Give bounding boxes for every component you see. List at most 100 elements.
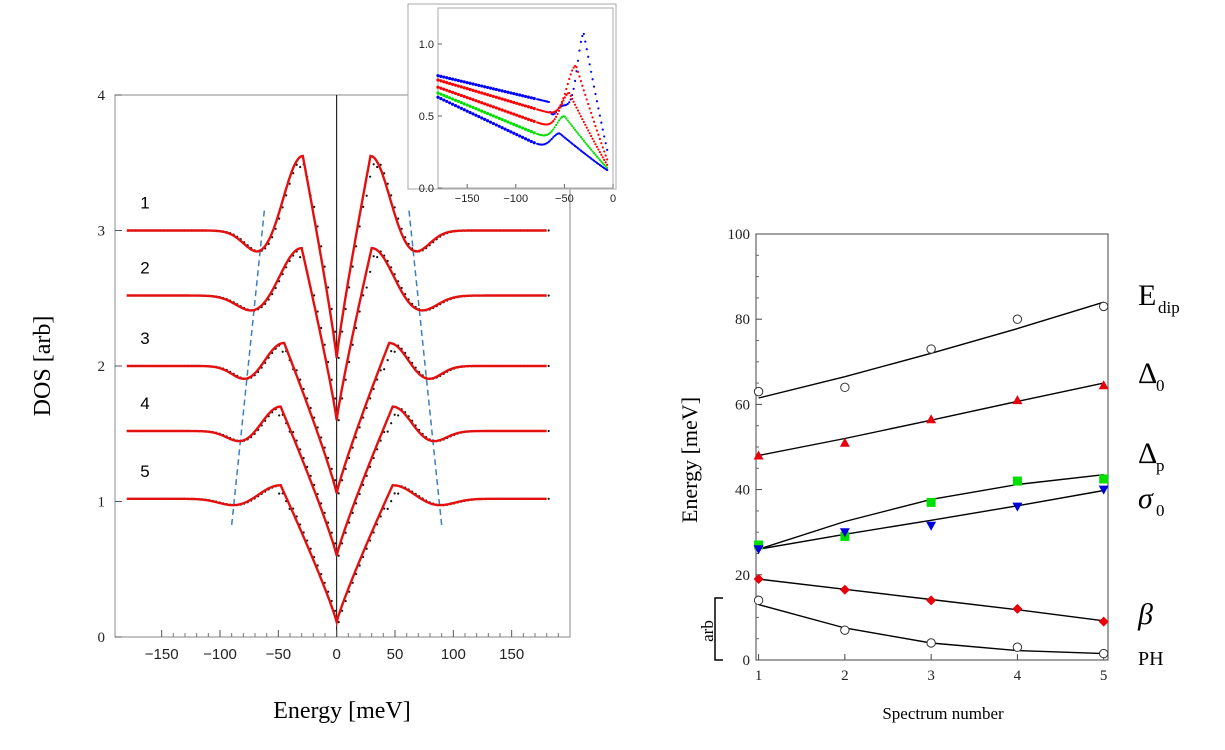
main-data-point-series-1: [285, 194, 288, 197]
main-data-point-series-1: [355, 245, 358, 248]
inset-point-s1: [503, 89, 507, 94]
inset-point-s3: [587, 129, 590, 132]
inset-point-s3: [488, 104, 493, 108]
inset-point-s2: [566, 82, 569, 86]
marker-Delta_0: [1012, 395, 1023, 405]
main-data-point-series-2: [299, 256, 302, 259]
marker-sigma_0: [1098, 485, 1109, 495]
inset-point-s4: [569, 123, 572, 126]
inset-point-s3: [603, 158, 606, 161]
inset-point-s5: [571, 142, 574, 145]
inset-point-s1: [477, 83, 481, 87]
legend-subscript-Delta_p: p: [1156, 456, 1165, 475]
inset-point-s3: [442, 87, 446, 91]
inset-point-s1: [497, 88, 501, 92]
inset-point-s1: [512, 92, 516, 96]
inset-point-s1: [459, 79, 463, 83]
inset-point-s4: [575, 130, 578, 133]
inset-point-s2: [588, 107, 591, 110]
inset-point-s2: [590, 111, 593, 115]
inset-point-s2: [468, 87, 472, 92]
inset-point-s3: [456, 92, 461, 97]
inset-point-s3: [523, 116, 528, 120]
legend-label-Delta_0: Δ: [1138, 357, 1157, 390]
inset-point-s1: [606, 148, 609, 151]
inset-point-s3: [606, 163, 609, 166]
legend-label-Delta_p: Δ: [1138, 437, 1157, 470]
inset-point-s1: [585, 48, 588, 51]
inset-point-s2: [594, 125, 597, 128]
inset-point-s3: [503, 109, 507, 113]
inset-point-s1: [474, 83, 478, 87]
inset-point-s2: [465, 87, 469, 91]
inset-point-s3: [588, 132, 591, 135]
main-data-point-series-1: [547, 229, 550, 232]
main-data-point-series-3: [344, 467, 347, 470]
main-data-point-series-1: [316, 225, 319, 228]
inset-point-s1: [483, 85, 487, 89]
inset-point-s1: [601, 128, 604, 131]
inset-point-s4: [578, 134, 581, 137]
main-data-point-series-3: [386, 359, 389, 362]
inset-point-s3: [526, 117, 531, 121]
inset-point-s4: [523, 127, 528, 131]
inset-point-s1: [591, 78, 594, 81]
inset-point-s5: [547, 140, 550, 143]
inset-point-s2: [604, 154, 607, 157]
main-data-point-series-2: [320, 326, 323, 330]
inset-point-s3: [594, 143, 597, 146]
inset-point-s1: [523, 94, 528, 99]
inset-point-s3: [491, 105, 496, 109]
marker-Delta_0: [926, 414, 937, 424]
inset-point-s2: [474, 89, 478, 93]
inset-point-s1: [584, 40, 587, 43]
inset-point-s5: [549, 139, 552, 142]
inset-point-s4: [459, 101, 463, 105]
inset-point-s3: [576, 109, 580, 112]
inset-point-s1: [515, 92, 519, 96]
right-plot-frame: [755, 233, 1109, 661]
inset-point-s3: [573, 103, 577, 106]
main-data-point-series-4: [337, 554, 340, 557]
right-y-tick-label: 60: [735, 397, 750, 413]
inset-point-s1: [553, 112, 556, 115]
legend-subscript-sigma_0: 0: [1156, 501, 1165, 520]
inset-point-s2: [571, 69, 574, 72]
main-data-point-series-3: [334, 479, 337, 482]
inset-point-s5: [448, 101, 452, 105]
inset-point-s1: [568, 101, 571, 104]
inset-point-s4: [468, 104, 472, 108]
inset-point-s2: [506, 99, 510, 103]
right-y-tick-label: 40: [735, 483, 750, 499]
inset-point-s3: [592, 140, 596, 143]
inset-point-s3: [439, 86, 443, 90]
main-data-point-series-4: [393, 413, 396, 416]
legend-label-ph: PH: [1138, 648, 1164, 670]
inset-point-s1: [488, 86, 493, 90]
marker-PH: [926, 638, 936, 648]
inset-point-s2: [595, 129, 599, 132]
right-y-axis-label: Energy [meV]: [677, 397, 702, 523]
inset-point-s2: [462, 86, 466, 90]
inset-point-s2: [500, 97, 504, 101]
inset-point-s5: [465, 109, 469, 113]
legend-subscript-E_dip: dip: [1158, 298, 1180, 317]
marker-PH: [1098, 648, 1109, 659]
main-data-point-series-2: [344, 378, 347, 381]
inset-point-s3: [445, 88, 449, 92]
inset-point-s1: [506, 90, 510, 94]
inset-point-s3: [450, 90, 455, 94]
main-data-point-series-1: [376, 165, 379, 169]
inset-point-s4: [559, 117, 562, 120]
inset-point-s5: [565, 137, 568, 140]
inset-point-s4: [439, 92, 443, 96]
marker-E_dip: [840, 382, 850, 393]
main-data-point-series-2: [351, 343, 354, 346]
inset-point-s1: [587, 55, 590, 58]
marker-Delta_p: [926, 497, 936, 507]
main-data-point-series-2: [372, 255, 375, 258]
inset-point-s2: [453, 83, 458, 87]
main-data-point-series-1: [313, 205, 316, 208]
marker-Delta_p: [754, 540, 764, 550]
main-series-label: 3: [140, 329, 149, 348]
